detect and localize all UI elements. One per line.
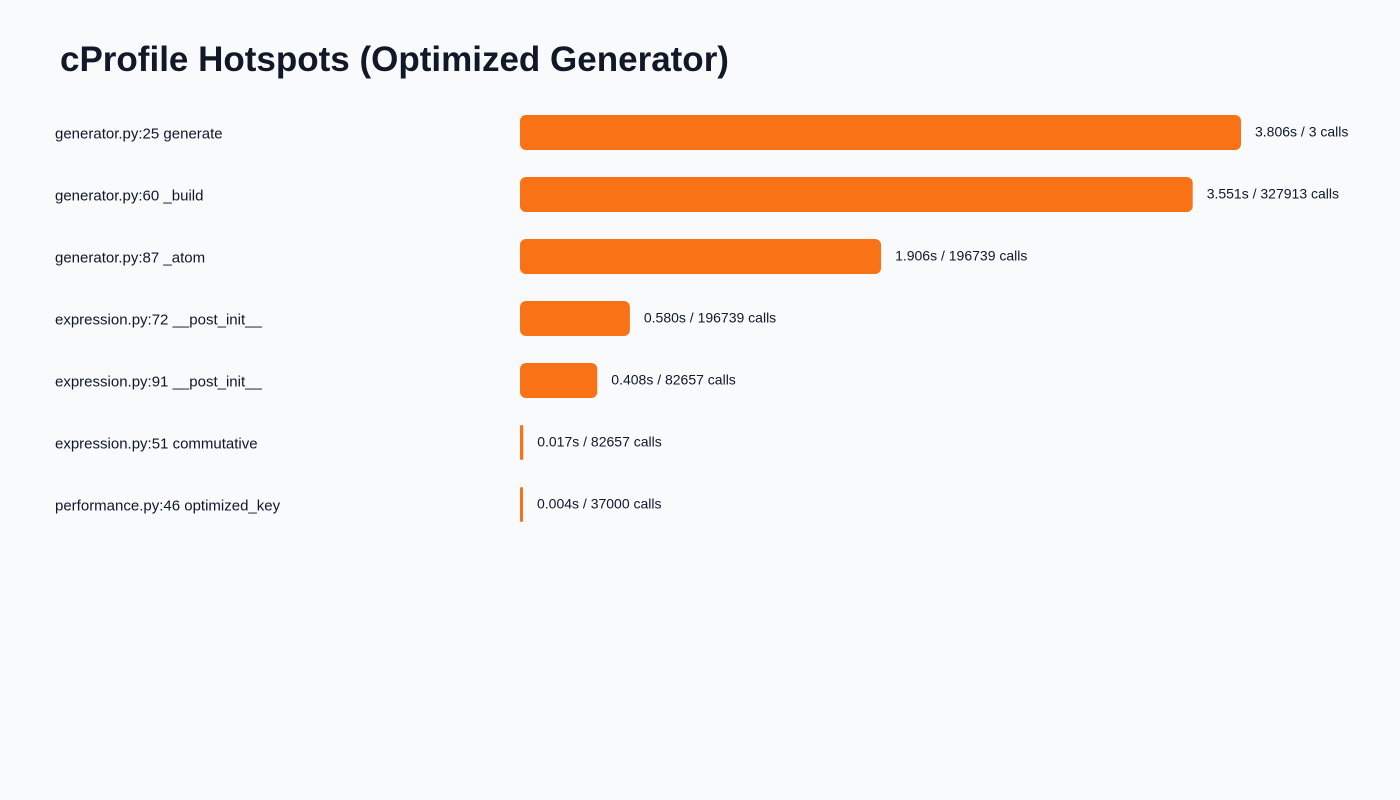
bar xyxy=(520,487,523,522)
value-label: 0.408s / 82657 calls xyxy=(611,372,736,388)
category-label: expression.py:91 __post_init__ xyxy=(55,374,262,391)
bar xyxy=(520,425,524,460)
bar xyxy=(520,363,598,398)
value-label: 0.017s / 82657 calls xyxy=(537,434,662,450)
category-label: expression.py:72 __post_init__ xyxy=(55,312,262,329)
bar xyxy=(520,115,1241,150)
bar xyxy=(520,301,630,336)
value-label: 0.580s / 196739 calls xyxy=(644,310,776,326)
bar xyxy=(520,177,1193,212)
value-label: 1.906s / 196739 calls xyxy=(895,248,1027,264)
value-label: 3.806s / 3 calls xyxy=(1255,124,1348,140)
category-label: generator.py:25 generate xyxy=(55,126,223,143)
chart-title: cProfile Hotspots (Optimized Generator) xyxy=(60,40,729,79)
category-label: generator.py:60 _build xyxy=(55,188,203,205)
bar xyxy=(520,239,882,274)
category-label: performance.py:46 optimized_key xyxy=(55,498,281,515)
value-label: 3.551s / 327913 calls xyxy=(1207,186,1339,202)
category-label: expression.py:51 commutative xyxy=(55,436,258,453)
value-label: 0.004s / 37000 calls xyxy=(537,496,662,512)
category-label: generator.py:87 _atom xyxy=(55,250,205,267)
